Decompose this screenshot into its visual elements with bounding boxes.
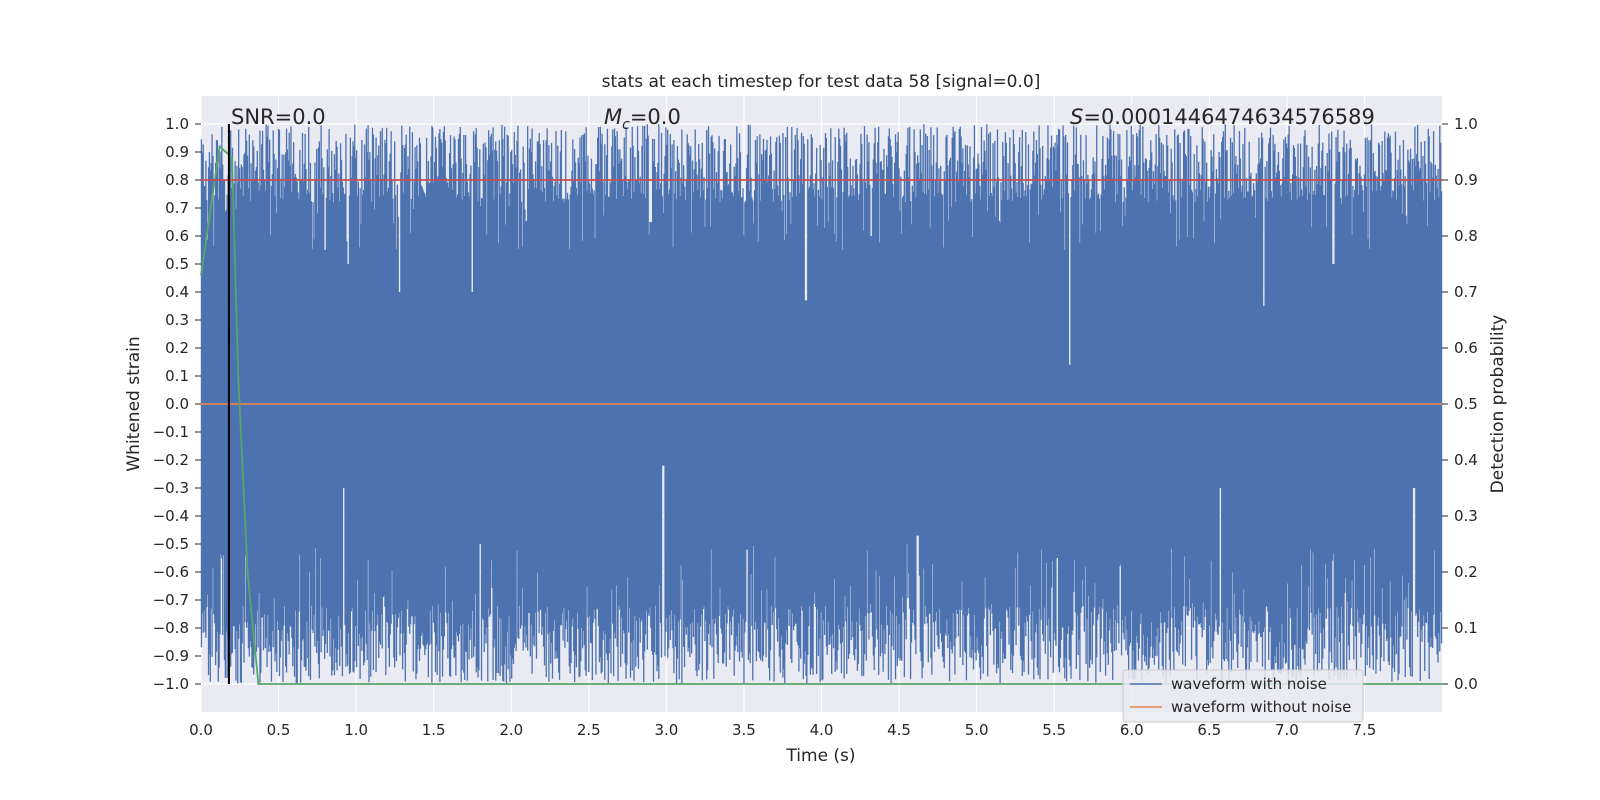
noisy-waveform-path: [200, 124, 1443, 684]
y-tick-label: 0.6: [165, 227, 189, 245]
y-tick-label: −0.6: [153, 563, 189, 581]
y-tick-label: 0.7: [165, 199, 189, 217]
y-tick-label: 0.4: [165, 283, 189, 301]
y-tick-label: −0.7: [153, 591, 189, 609]
x-tick-label: 6.0: [1120, 721, 1144, 739]
y-tick-label: 0.5: [165, 255, 189, 273]
s-statistic-annotation: S=0.0001446474634576589: [1070, 105, 1375, 129]
y-tick-label: 0.1: [165, 367, 189, 385]
y-tick-label: −0.1: [153, 423, 189, 441]
detection-probability-line: [200, 144, 1442, 685]
x-tick-label: 1.0: [344, 721, 368, 739]
y-tick-label: −1.0: [153, 675, 189, 693]
line-series: [200, 124, 1442, 685]
y-tick-label: −0.9: [153, 647, 189, 665]
x-tick-label: 6.5: [1197, 721, 1221, 739]
y-right-tick-label: 0.4: [1454, 451, 1478, 469]
y-tick-label: 0.2: [165, 339, 189, 357]
y-tick-label: −0.5: [153, 535, 189, 553]
y-right-tick-label: 0.1: [1454, 619, 1478, 637]
y-axis-label: Whitened strain: [124, 336, 144, 471]
y-right-tick-label: 0.9: [1454, 171, 1478, 189]
x-tick-label: 2.0: [499, 721, 523, 739]
x-tick-label: 1.5: [422, 721, 446, 739]
y-tick-label: −0.3: [153, 479, 189, 497]
y-tick-label: 0.9: [165, 143, 189, 161]
y-right-tick-label: 0.3: [1454, 507, 1478, 525]
y-tick-label: 1.0: [165, 115, 189, 133]
x-tick-label: 5.0: [965, 721, 989, 739]
x-tick-label: 0.0: [189, 721, 213, 739]
x-tick-label: 2.5: [577, 721, 601, 739]
x-tick-label: 7.0: [1275, 721, 1299, 739]
legend: waveform with noise waveform without noi…: [1122, 669, 1364, 723]
x-tick-label: 4.5: [887, 721, 911, 739]
y-tick-label: 0.8: [165, 171, 189, 189]
y-right-tick-label: 0.8: [1454, 227, 1478, 245]
legend-label-noise: waveform with noise: [1171, 675, 1327, 693]
legend-label-clean: waveform without noise: [1171, 698, 1351, 716]
y-right-tick-label: 0.7: [1454, 283, 1478, 301]
x-tick-label: 7.5: [1353, 721, 1377, 739]
chirp-mass-annotation: Mc=0.0: [604, 105, 681, 133]
y-right-tick-label: 1.0: [1454, 115, 1478, 133]
axis-tick-labels: 0.0 0.5 1.0 1.5 2.0 2.5 3.0 3.5 4.0 4.5 5.0 5.5 6.0 6…: [153, 115, 1478, 739]
x-tick-label: 5.5: [1042, 721, 1066, 739]
y-tick-label: −0.4: [153, 507, 189, 525]
y-right-tick-label: 0.6: [1454, 339, 1478, 357]
x-tick-label: 0.5: [267, 721, 291, 739]
y-tick-label: −0.8: [153, 619, 189, 637]
x-axis-label: Time (s): [785, 746, 855, 766]
x-tick-label: 3.5: [732, 721, 756, 739]
y-right-tick-label: 0.2: [1454, 563, 1478, 581]
y-tick-label: 0.0: [165, 395, 189, 413]
y-axis-right-label: Detection probability: [1488, 315, 1508, 494]
x-tick-label: 4.0: [810, 721, 834, 739]
y-right-tick-label: 0.5: [1454, 395, 1478, 413]
noisy-waveform-series: [200, 124, 1443, 684]
snr-annotation: SNR=0.0: [231, 105, 326, 129]
legend-box: [1122, 669, 1364, 723]
y-tick-label: −0.2: [153, 451, 189, 469]
chart-title: stats at each timestep for test data 58 …: [602, 72, 1041, 92]
x-tick-label: 3.0: [654, 721, 678, 739]
y-tick-label: 0.3: [165, 311, 189, 329]
y-right-tick-label: 0.0: [1454, 675, 1478, 693]
